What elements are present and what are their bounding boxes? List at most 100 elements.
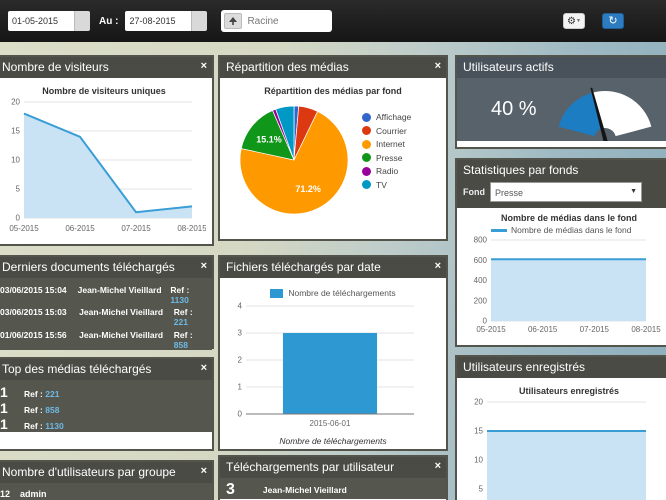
media-ref: Ref : 858 bbox=[24, 405, 60, 415]
fund-media-chart: 0 200 400 600 800 05-2015 06-2015 07-2015 08-201… bbox=[474, 236, 662, 335]
legend-item: Courrier bbox=[362, 126, 411, 136]
ref-number[interactable]: 1130 bbox=[170, 294, 189, 305]
svg-text:05-2015: 05-2015 bbox=[476, 325, 506, 334]
date-to-input[interactable] bbox=[125, 11, 192, 31]
document-user: Jean-Michel Vieillard bbox=[79, 329, 164, 340]
date-from-input[interactable] bbox=[8, 11, 74, 31]
panel-header: Nombre de visiteurs × bbox=[0, 57, 212, 78]
legend-label: Nombre de médias dans le fond bbox=[511, 225, 632, 235]
close-icon[interactable]: × bbox=[434, 60, 441, 72]
visitors-area-chart: 0 5 10 15 20 05-2015 06-2015 07-2015 08-2015 bbox=[9, 98, 207, 234]
svg-text:5: 5 bbox=[479, 485, 484, 494]
panel-title: Répartition des médias bbox=[226, 60, 349, 74]
legend-label: Nombre de téléchargements bbox=[288, 288, 396, 298]
tree-icon[interactable] bbox=[224, 13, 243, 29]
legend-dot bbox=[362, 180, 371, 189]
panel-title: Téléchargements par utilisateur bbox=[226, 460, 395, 474]
ref-number[interactable]: 858 bbox=[173, 339, 188, 350]
caret-down-icon: ▼ bbox=[576, 18, 581, 24]
chart-legend: Nombre de médias dans le fond bbox=[491, 225, 666, 235]
calendar-button[interactable] bbox=[74, 11, 90, 31]
download-count: 1 bbox=[0, 400, 8, 416]
document-datetime: 01/06/2015 15:56 bbox=[0, 329, 67, 340]
panel-header: Top des médias téléchargés × bbox=[0, 359, 212, 380]
download-count: 1 bbox=[0, 384, 8, 400]
document-ref: Ref : 1130 bbox=[170, 284, 190, 305]
chart-legend: Nombre de téléchargements bbox=[220, 278, 446, 298]
scope-value: Racine bbox=[247, 15, 279, 27]
user-download-row: 3 Jean-Michel Vieillard bbox=[220, 478, 446, 499]
calendar-button[interactable] bbox=[191, 11, 208, 31]
panel-top-media: Top des médias téléchargés × 1 Ref : 221 … bbox=[0, 357, 214, 451]
ref-number[interactable]: 221 bbox=[173, 317, 188, 327]
panel-body: 12 admin 12 Global Administrator bbox=[0, 483, 212, 500]
group-name: admin bbox=[20, 488, 47, 499]
legend-label: Internet bbox=[376, 139, 405, 149]
fund-selector-row: Fond Presse ▼ bbox=[457, 181, 666, 208]
download-count: 3 bbox=[226, 481, 235, 498]
close-icon[interactable]: × bbox=[434, 460, 441, 472]
panel-body: Répartition des médias par fond 71.2% 15.… bbox=[220, 78, 446, 226]
toolbar-actions: ⚙▼ ↻ bbox=[563, 13, 624, 29]
ref-number[interactable]: 221 bbox=[45, 389, 60, 399]
svg-text:06-2015: 06-2015 bbox=[65, 224, 95, 233]
panel-header: Fichiers téléchargés par date × bbox=[220, 257, 446, 278]
scope-picker[interactable]: Racine bbox=[221, 10, 333, 32]
panel-header: Téléchargements par utilisateur × bbox=[220, 457, 446, 478]
svg-text:07-2015: 07-2015 bbox=[121, 224, 151, 233]
legend-label: Radio bbox=[376, 166, 399, 176]
gauge-area: 40 % bbox=[457, 78, 666, 141]
panel-fund-stats: Statistiques par fonds× Fond Presse ▼ No… bbox=[455, 158, 666, 347]
fund-select-wrap: Presse ▼ bbox=[490, 182, 642, 202]
panel-body: 40 % bbox=[457, 78, 666, 141]
fund-label: Fond bbox=[463, 187, 485, 197]
active-users-gauge bbox=[558, 87, 652, 141]
panel-body: Nombre de médias dans le fond Nombre de … bbox=[457, 208, 666, 342]
svg-text:400: 400 bbox=[474, 276, 488, 285]
close-icon[interactable]: × bbox=[200, 465, 207, 477]
settings-button[interactable]: ⚙▼ bbox=[563, 13, 585, 29]
chart-title: Nombre de visiteurs uniques bbox=[42, 86, 166, 96]
media-row: 1 Ref : 1130 bbox=[0, 416, 212, 432]
svg-text:4: 4 bbox=[238, 302, 243, 311]
panel-users-by-group: Nombre d'utilisateurs par groupe × 12 adm… bbox=[0, 460, 214, 500]
legend-label: TV bbox=[376, 179, 387, 190]
close-icon[interactable]: × bbox=[434, 260, 441, 272]
legend-dot bbox=[362, 166, 371, 176]
legend-item: TV bbox=[362, 180, 411, 190]
panel-title: Nombre de visiteurs bbox=[2, 60, 109, 74]
document-user: Jean-Michel Vieillard bbox=[79, 307, 164, 317]
svg-text:10: 10 bbox=[474, 456, 483, 465]
panel-media-distribution: Répartition des médias × Répartition des … bbox=[218, 55, 448, 241]
close-icon[interactable]: × bbox=[200, 362, 207, 374]
document-datetime: 03/06/2015 15:04 bbox=[0, 284, 67, 295]
date-range-label: Au : bbox=[99, 15, 119, 27]
ref-number[interactable]: 1130 bbox=[45, 421, 64, 431]
refresh-button[interactable]: ↻ bbox=[602, 13, 624, 29]
media-pie-chart: 71.2% 15.1% bbox=[239, 105, 349, 215]
panel-title: Fichiers téléchargés par date bbox=[226, 260, 381, 274]
legend-label: Courrier bbox=[376, 125, 407, 136]
download-count: 1 bbox=[0, 416, 8, 432]
panel-header: Utilisateurs actifs× bbox=[457, 57, 666, 78]
date-from-group bbox=[8, 11, 90, 31]
svg-text:200: 200 bbox=[474, 296, 488, 305]
panel-body: 3 Jean-Michel Vieillard bbox=[220, 478, 446, 499]
x-axis-title: Nombre de téléchargements bbox=[279, 436, 387, 446]
fund-select[interactable]: Presse bbox=[491, 184, 641, 202]
panel-downloads-by-user: Téléchargements par utilisateur × 3 Jean-… bbox=[218, 455, 448, 500]
svg-text:600: 600 bbox=[474, 256, 488, 265]
close-icon[interactable]: × bbox=[200, 60, 207, 72]
svg-text:10: 10 bbox=[11, 156, 20, 165]
media-ref: Ref : 221 bbox=[24, 389, 60, 399]
close-icon[interactable]: × bbox=[200, 260, 207, 272]
refresh-icon: ↻ bbox=[608, 14, 618, 27]
ref-number[interactable]: 858 bbox=[45, 405, 60, 415]
panel-downloads-by-date: Fichiers téléchargés par date × Nombre de… bbox=[218, 255, 448, 451]
svg-text:800: 800 bbox=[474, 236, 488, 245]
panel-body: 03/06/2015 15:04 Jean-Michel Vieillard R… bbox=[0, 278, 212, 350]
legend-dot bbox=[362, 112, 371, 122]
panel-title: Derniers documents téléchargés bbox=[2, 260, 175, 274]
